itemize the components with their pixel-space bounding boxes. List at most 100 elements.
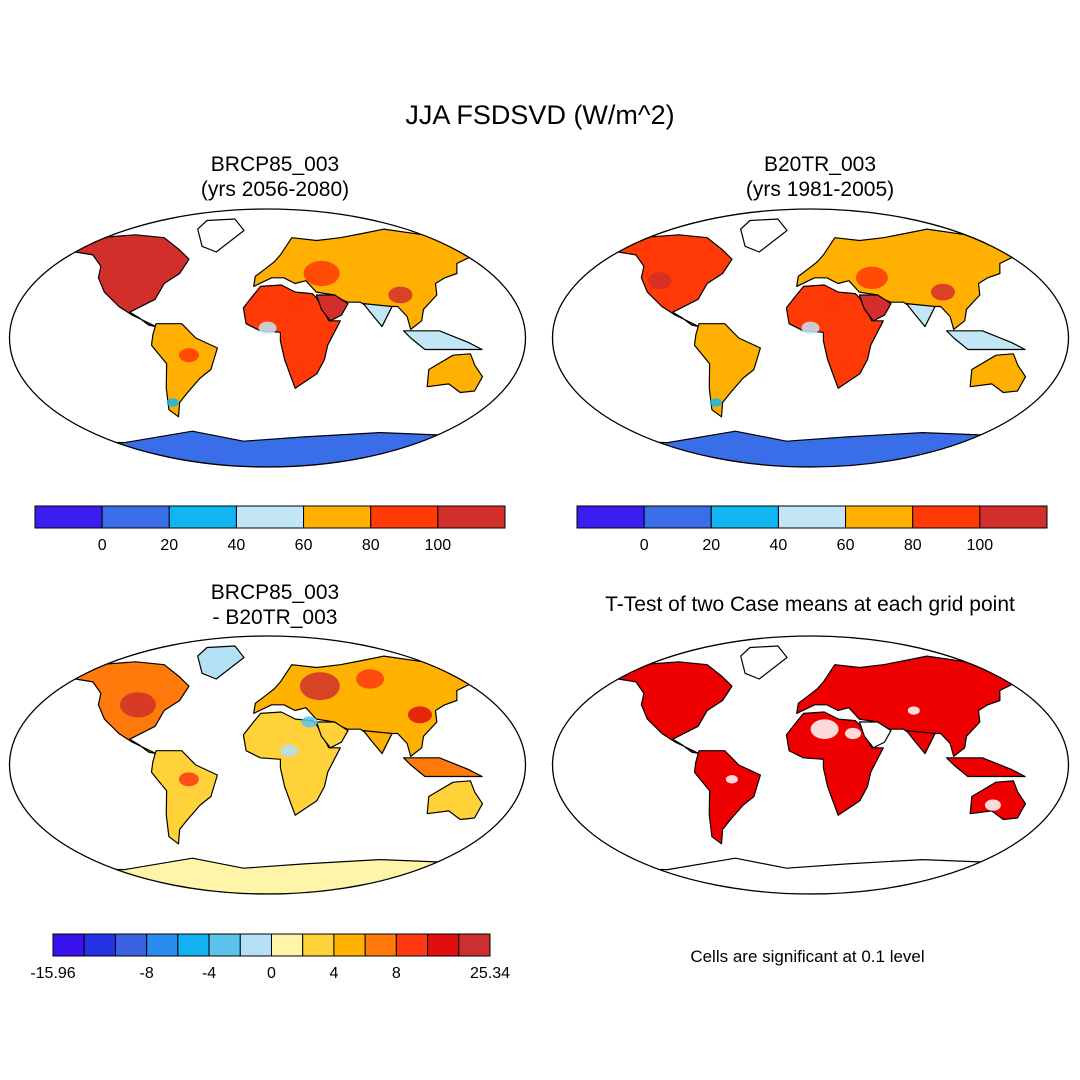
land-southAmerica bbox=[150, 323, 218, 418]
colorbar-tick-label: 0 bbox=[98, 537, 107, 554]
colorbar-tick-label: 25.34 bbox=[470, 965, 510, 982]
colorbar-swatch bbox=[370, 505, 439, 529]
colorbar-swatch bbox=[52, 933, 85, 957]
land-greenland bbox=[197, 645, 245, 680]
colorbar-tick-label: 20 bbox=[160, 537, 178, 554]
colorbar-tick-label: 40 bbox=[770, 537, 788, 554]
colorbar-swatch bbox=[168, 505, 237, 529]
colorbar-swatch bbox=[458, 933, 491, 957]
field-patch bbox=[258, 321, 277, 335]
field-patch bbox=[178, 348, 199, 363]
map-frame bbox=[8, 635, 527, 895]
colorbar-bl: -15.96 -8 -4 0 4 8 25.34 bbox=[30, 933, 510, 982]
field-patch bbox=[817, 292, 846, 312]
colorbar-swatch bbox=[437, 505, 506, 529]
field-patch bbox=[844, 727, 861, 740]
panel-bl-title-line2: - B20TR_003 bbox=[212, 606, 338, 629]
field-patch bbox=[855, 266, 888, 289]
field-patch bbox=[303, 260, 340, 287]
land-africa bbox=[242, 284, 341, 389]
colorbar-swatch bbox=[302, 933, 335, 957]
colorbar-swatch bbox=[395, 933, 429, 957]
land-northAmerica bbox=[600, 661, 733, 755]
map-panel-tl bbox=[8, 208, 527, 468]
colorbar-tick-label: 100 bbox=[967, 537, 994, 554]
land-seAsia bbox=[403, 330, 483, 351]
field-patch bbox=[388, 286, 413, 304]
main-title: JJA FSDSVD (W/m^2) bbox=[405, 100, 675, 130]
colorbar-tick-label: 0 bbox=[640, 537, 649, 554]
field-patch bbox=[647, 272, 672, 290]
colorbar-swatch bbox=[364, 933, 397, 957]
colorbar-tick-label: 100 bbox=[425, 537, 452, 554]
colorbar-tick-label: -4 bbox=[202, 965, 216, 982]
colorbar-swatch bbox=[427, 933, 460, 957]
field-patch bbox=[166, 398, 179, 407]
panel-tl-title-line2: (yrs 2056-2080) bbox=[200, 178, 350, 201]
colorbar-swatch bbox=[777, 505, 847, 529]
field-patch bbox=[281, 296, 310, 317]
colorbar-swatch bbox=[239, 933, 273, 957]
colorbar-swatch bbox=[177, 933, 210, 957]
significance-note: Cells are significant at 0.1 level bbox=[690, 947, 925, 966]
land-india bbox=[362, 729, 393, 755]
field-patch bbox=[801, 321, 820, 335]
panel-bl-title-line1: BRCP85_003 bbox=[210, 581, 340, 604]
map-panel-tr bbox=[551, 208, 1070, 468]
colorbar-tr: 0 20 40 60 80 100 bbox=[576, 505, 1048, 554]
colorbar-tick-label: -8 bbox=[140, 965, 154, 982]
field-patch bbox=[294, 361, 311, 373]
field-patch bbox=[356, 669, 385, 689]
panel-tr-title-line2: (yrs 1981-2005) bbox=[745, 178, 895, 201]
panel-tl-title: BRCP85_003 (yrs 2056-2080) bbox=[125, 152, 425, 202]
map-frame bbox=[551, 208, 1070, 468]
colorbar-swatch bbox=[576, 505, 645, 529]
field-patch bbox=[299, 672, 340, 701]
field-patch bbox=[112, 268, 149, 294]
colorbar-tick-label: 40 bbox=[228, 537, 246, 554]
colorbar-swatch bbox=[845, 505, 914, 529]
land-arabia bbox=[315, 294, 349, 322]
colorbar-tick-label: 60 bbox=[837, 537, 855, 554]
field-patch bbox=[447, 793, 468, 808]
colorbar-swatch bbox=[271, 933, 304, 957]
land-africa bbox=[785, 284, 884, 389]
panel-tr-title-line1: B20TR_003 bbox=[763, 153, 877, 176]
land-australia bbox=[969, 780, 1027, 821]
land-southAmerica bbox=[150, 750, 218, 845]
colorbar-tick-label: 4 bbox=[329, 965, 338, 982]
colorbar-swatch bbox=[333, 933, 366, 957]
field-patch bbox=[730, 353, 749, 366]
field-patch bbox=[990, 366, 1011, 381]
colorbar-tick-label: 0 bbox=[267, 965, 276, 982]
land-india bbox=[905, 729, 936, 755]
colorbar-tick-label: -15.96 bbox=[30, 965, 75, 982]
colorbar-swatch bbox=[83, 933, 116, 957]
field-patch bbox=[178, 772, 199, 787]
land-india bbox=[905, 302, 936, 328]
land-arabia bbox=[858, 721, 892, 749]
land-arabia bbox=[315, 721, 349, 749]
field-patch bbox=[725, 775, 738, 784]
field-patch bbox=[810, 719, 839, 739]
colorbar-swatch bbox=[912, 505, 981, 529]
field-patch bbox=[119, 692, 156, 718]
land-southAmerica bbox=[693, 750, 761, 845]
land-africa bbox=[242, 711, 341, 816]
colorbar-swatch bbox=[114, 933, 148, 957]
colorbar-swatch bbox=[710, 505, 779, 529]
field-patch bbox=[709, 398, 722, 407]
colorbar-tl: 0 20 40 60 80 100 bbox=[34, 505, 506, 554]
field-patch bbox=[301, 716, 318, 728]
field-patch bbox=[930, 283, 955, 301]
panel-tr-title: B20TR_003 (yrs 1981-2005) bbox=[670, 152, 970, 202]
field-patch bbox=[407, 706, 432, 724]
land-india bbox=[362, 302, 393, 328]
field-patch bbox=[279, 744, 298, 757]
panel-br-title: T-Test of two Case means at each grid po… bbox=[605, 593, 1015, 616]
colorbar-swatch bbox=[979, 505, 1048, 529]
land-greenland bbox=[740, 645, 788, 680]
map-panel-br bbox=[551, 635, 1070, 895]
field-patch bbox=[447, 366, 468, 381]
colorbar-tick-label: 8 bbox=[392, 965, 401, 982]
